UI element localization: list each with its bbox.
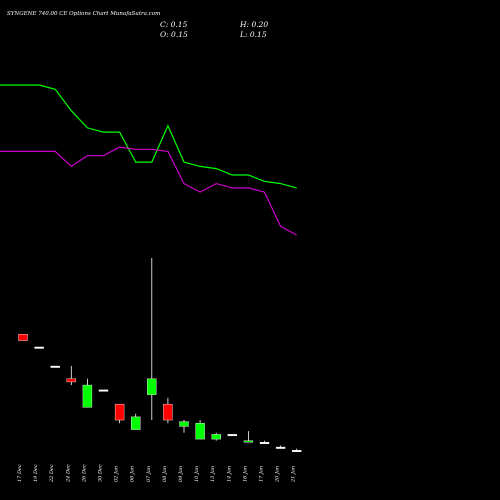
candle-body: [114, 403, 125, 421]
x-axis-label: 24 Dec: [65, 464, 71, 483]
candle-body: [34, 346, 44, 349]
x-axis-label: 19 Dec: [33, 464, 39, 482]
x-axis-label: 22 Dec: [49, 464, 55, 483]
candle-body: [275, 446, 286, 449]
candle-body: [195, 423, 205, 440]
candle-body: [66, 378, 77, 383]
x-axis-label: 10 Jan: [194, 466, 200, 482]
x-axis-label: 08 Jan: [162, 466, 168, 482]
candle-body: [163, 403, 173, 421]
x-axis-label: 07 Jan: [146, 466, 152, 482]
candle: [66, 366, 77, 386]
candle-body: [243, 440, 254, 443]
close-value: C: 0.15: [160, 20, 188, 29]
x-axis-label: 20 Jan: [275, 466, 281, 483]
candle: [179, 420, 189, 433]
x-axis-label: 30 Dec: [98, 464, 104, 482]
x-axis-label: 26 Dec: [81, 464, 87, 483]
x-axis-label: 16 Jan: [242, 466, 248, 482]
candle-body: [98, 389, 109, 392]
candle: [195, 420, 205, 440]
candle: [82, 378, 93, 408]
candle: [114, 403, 125, 424]
candle: [243, 431, 254, 443]
candle-body: [259, 442, 270, 444]
candle: [227, 434, 238, 437]
x-axis-label: 09 Jan: [178, 466, 184, 482]
candle: [147, 258, 157, 421]
open-value: O: 0.15: [160, 30, 188, 39]
candle-body: [211, 434, 221, 440]
ma-line-green: [0, 84, 297, 189]
candle: [259, 440, 270, 444]
ma-line-magenta: [0, 146, 297, 236]
candle: [211, 432, 221, 441]
candle: [50, 365, 60, 368]
chart-title: SYNGENE 740.00 CE Options Chart MunafaSu…: [7, 11, 160, 17]
candle-body: [50, 365, 60, 368]
x-axis-label: 21 Jan: [291, 466, 297, 483]
candle: [292, 448, 302, 452]
x-axis-label: 02 Jan: [114, 466, 120, 482]
candle: [163, 397, 173, 424]
candles: [18, 258, 302, 452]
candle: [34, 346, 44, 349]
moving-average-lines: [0, 84, 297, 236]
candle: [130, 413, 141, 430]
x-axis-label: 17 Dec: [17, 464, 23, 482]
candle: [275, 445, 286, 449]
candle-body: [179, 421, 189, 427]
x-axis-label: 17 Jan: [259, 466, 265, 482]
candle: [98, 389, 109, 392]
candle-body: [18, 334, 28, 341]
candle-body: [227, 434, 238, 437]
high-value: H: 0.20: [239, 20, 268, 29]
low-value: L: 0.15: [239, 30, 267, 39]
candle-body: [130, 416, 141, 430]
candle: [18, 334, 28, 341]
x-axis-labels: 17 Dec 19 Dec 22 Dec 24 Dec 26 Dec 30 Dec 02 J…: [17, 464, 297, 483]
candle-body: [292, 450, 302, 452]
candle-body: [82, 384, 93, 408]
x-axis-label: 06 Jan: [130, 466, 136, 482]
x-axis-label: 13 Jan: [210, 466, 216, 482]
candle-body: [147, 378, 157, 395]
x-axis-label: 14 Jan: [226, 466, 232, 482]
